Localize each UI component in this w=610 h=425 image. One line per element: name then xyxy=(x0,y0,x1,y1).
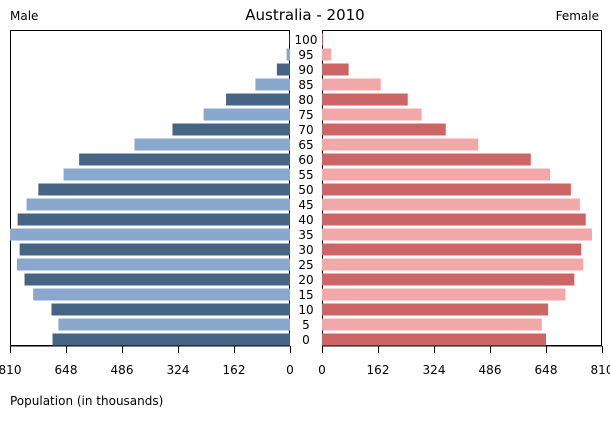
female-bar-0 xyxy=(322,333,546,346)
male-bars xyxy=(10,33,291,346)
age-label-90: 90 xyxy=(298,63,313,77)
age-label-10: 10 xyxy=(298,303,313,317)
male-bar-80 xyxy=(226,93,290,106)
female-bar-45 xyxy=(322,198,580,211)
age-label-60: 60 xyxy=(298,153,313,167)
male-bar-20 xyxy=(24,273,290,286)
male-bar-45 xyxy=(26,198,291,211)
male-bar-75 xyxy=(203,108,290,121)
age-label-95: 95 xyxy=(298,48,313,62)
female-bar-50 xyxy=(322,183,571,196)
female-bar-70 xyxy=(322,123,446,136)
female-tick-label: 162 xyxy=(367,363,390,377)
male-tick-label: 486 xyxy=(111,363,134,377)
age-label-40: 40 xyxy=(298,213,313,227)
male-bar-30 xyxy=(19,243,290,256)
male-bar-65 xyxy=(134,138,290,151)
age-labels: 0510152025303540455055606570758085909510… xyxy=(295,33,318,347)
male-bar-35 xyxy=(10,228,290,241)
female-bar-55 xyxy=(322,168,551,181)
age-label-75: 75 xyxy=(298,108,313,122)
male-tick-label: 648 xyxy=(55,363,78,377)
female-bar-80 xyxy=(322,93,408,106)
female-tick-label: 486 xyxy=(479,363,502,377)
female-bar-85 xyxy=(322,78,381,91)
age-label-65: 65 xyxy=(298,138,313,152)
male-tick-label: 810 xyxy=(0,363,21,377)
male-bar-5 xyxy=(58,318,290,331)
age-label-25: 25 xyxy=(298,258,313,272)
age-label-50: 50 xyxy=(298,183,313,197)
female-tick-label: 810 xyxy=(591,363,610,377)
female-bar-30 xyxy=(322,243,582,256)
female-bar-90 xyxy=(322,63,349,76)
male-tick-label: 0 xyxy=(286,363,294,377)
age-label-100: 100 xyxy=(295,33,318,47)
chart-title: Australia - 2010 xyxy=(245,6,364,24)
female-tick-label: 0 xyxy=(318,363,326,377)
female-bar-35 xyxy=(322,228,592,241)
age-label-35: 35 xyxy=(298,228,313,242)
male-bar-40 xyxy=(17,213,290,226)
female-bar-40 xyxy=(322,213,586,226)
age-label-15: 15 xyxy=(298,288,313,302)
male-bar-10 xyxy=(51,303,291,316)
male-axis: 810 648 486 324 162 0 xyxy=(0,345,294,377)
age-label-0: 0 xyxy=(302,333,310,347)
age-label-45: 45 xyxy=(298,198,313,212)
female-axis: 0 162 324 486 648 810 xyxy=(318,345,610,377)
female-bar-95 xyxy=(322,48,332,61)
female-bars xyxy=(322,33,592,346)
female-bar-20 xyxy=(322,273,575,286)
female-bar-10 xyxy=(322,303,549,316)
age-label-20: 20 xyxy=(298,273,313,287)
male-bar-50 xyxy=(38,183,291,196)
female-bar-15 xyxy=(322,288,566,301)
female-tick-label: 648 xyxy=(535,363,558,377)
female-bar-100 xyxy=(322,33,324,46)
female-bar-75 xyxy=(322,108,422,121)
male-bar-0 xyxy=(52,333,290,346)
age-label-85: 85 xyxy=(298,78,313,92)
age-label-55: 55 xyxy=(298,168,313,182)
female-bar-5 xyxy=(322,318,542,331)
male-tick-label: 162 xyxy=(223,363,246,377)
male-bar-25 xyxy=(16,258,291,271)
x-axis-title: Population (in thousands) xyxy=(10,394,163,408)
male-bar-70 xyxy=(172,123,290,136)
female-tick-label: 324 xyxy=(423,363,446,377)
male-label: Male xyxy=(10,9,38,23)
age-label-30: 30 xyxy=(298,243,313,257)
female-bar-60 xyxy=(322,153,531,166)
female-label: Female xyxy=(556,9,599,23)
age-label-80: 80 xyxy=(298,93,313,107)
male-bar-90 xyxy=(276,63,290,76)
age-label-70: 70 xyxy=(298,123,313,137)
male-bar-95 xyxy=(286,48,290,61)
male-tick-label: 324 xyxy=(167,363,190,377)
female-bar-25 xyxy=(322,258,584,271)
male-bar-15 xyxy=(33,288,290,301)
male-bar-55 xyxy=(63,168,290,181)
male-bar-85 xyxy=(255,78,290,91)
age-label-5: 5 xyxy=(302,318,310,332)
female-bar-65 xyxy=(322,138,479,151)
male-bar-60 xyxy=(79,153,290,166)
